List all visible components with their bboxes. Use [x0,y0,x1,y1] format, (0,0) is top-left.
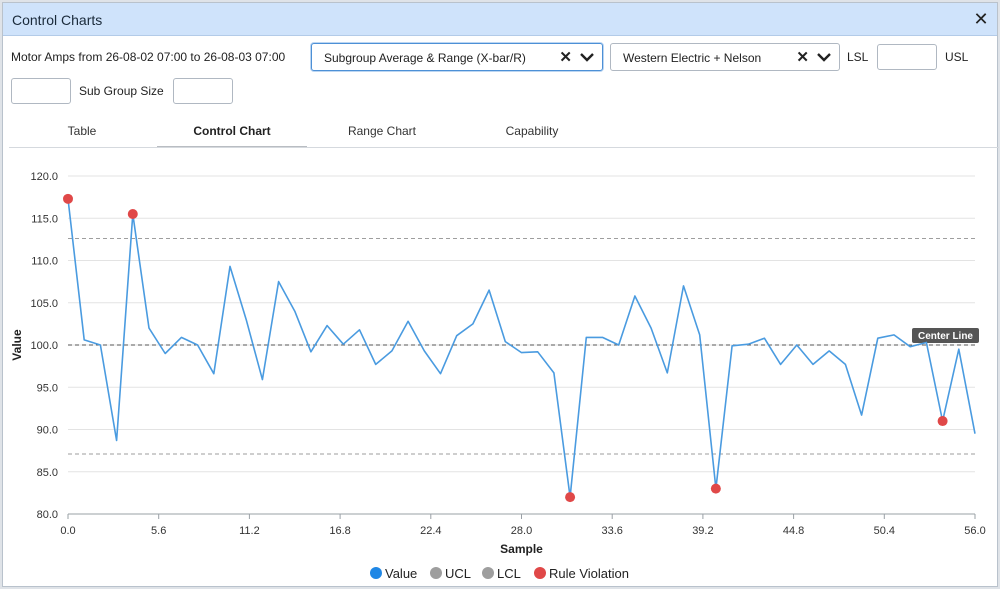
title-bar: Control Charts ✕ [3,3,997,36]
value-series-line [67,198,976,498]
chevron-down-icon[interactable] [816,47,832,70]
rule-violation-point[interactable] [710,483,721,494]
x-tick-label: 0.0 [60,525,75,537]
y-tick-label: 85.0 [37,467,58,479]
legend-label: Value [385,566,417,581]
y-tick-label: 115.0 [31,213,58,225]
tab-divider [9,147,999,148]
usl-label: USL [945,50,969,64]
subgroup-size-input[interactable] [173,78,233,104]
legend-label: Rule Violation [549,566,629,581]
x-tick-label: 56.0 [964,525,985,537]
rule-violation-point[interactable] [565,492,576,503]
center-line-label: Center Line [918,331,973,342]
x-tick-label: 44.8 [783,525,804,537]
legend-label: LCL [497,566,521,581]
range-text: Motor Amps from 26-08-02 07:00 to 26-08-… [11,50,286,64]
rule-violation-point[interactable] [937,416,948,427]
close-icon[interactable]: ✕ [973,9,989,29]
legend-marker[interactable] [482,567,494,579]
tab-range-chart[interactable]: Range Chart [307,116,457,148]
legend-marker[interactable] [534,567,546,579]
x-tick-label: 11.2 [239,525,260,537]
rule-set-select[interactable]: Western Electric + Nelson ✕ [610,43,840,71]
rule-set-value: Western Electric + Nelson [623,51,762,65]
y-tick-label: 95.0 [37,382,58,394]
usl-input[interactable] [11,78,71,104]
legend-marker[interactable] [430,567,442,579]
x-tick-label: 33.6 [601,525,622,537]
y-tick-label: 90.0 [37,425,58,437]
tab-label: Range Chart [347,124,417,138]
rule-violation-point[interactable] [127,209,138,220]
x-tick-label: 28.0 [511,525,532,537]
legend-marker[interactable] [370,567,382,579]
lsl-input[interactable] [877,44,937,70]
chart-type-select[interactable]: Subgroup Average & Range (X-bar/R) ✕ [311,43,603,71]
rule-violation-point[interactable] [63,193,73,204]
lsl-label: LSL [847,50,869,64]
tab-label: Capability [505,124,559,138]
tab-label: Control Chart [193,124,271,138]
tab-capability[interactable]: Capability [457,116,607,148]
y-axis-title: Value [10,329,24,361]
x-tick-label: 22.4 [420,525,441,537]
x-tick-label: 50.4 [874,525,895,537]
legend-label: UCL [445,566,471,581]
center-line-label-box [912,328,979,343]
clear-rule-set-icon[interactable]: ✕ [796,49,809,66]
window-title: Control Charts [12,12,103,28]
y-tick-label: 105.0 [30,298,58,310]
chart-type-value: Subgroup Average & Range (X-bar/R) [324,51,526,65]
y-tick-label: 100.0 [30,340,58,352]
tab-table[interactable]: Table [7,116,157,148]
x-axis-title: Sample [500,542,543,556]
tab-label: Table [67,124,97,138]
x-tick-label: 5.6 [151,525,166,537]
x-tick-label: 39.2 [692,525,713,537]
y-tick-label: 110.0 [31,256,58,268]
y-tick-label: 80.0 [37,509,58,521]
y-tick-label: 120.0 [30,171,58,183]
x-tick-label: 16.8 [329,525,350,537]
subgroup-label: Sub Group Size [79,84,164,98]
chevron-down-icon[interactable] [579,47,595,70]
clear-chart-type-icon[interactable]: ✕ [559,49,572,66]
